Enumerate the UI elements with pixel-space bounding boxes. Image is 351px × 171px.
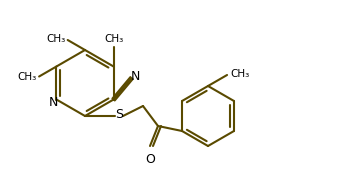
Text: N: N — [49, 96, 58, 109]
Text: O: O — [145, 153, 155, 166]
Text: CH₃: CH₃ — [230, 69, 249, 79]
Text: N: N — [131, 70, 140, 83]
Text: CH₃: CH₃ — [104, 35, 123, 44]
Text: CH₃: CH₃ — [46, 34, 66, 44]
Text: CH₃: CH₃ — [18, 73, 37, 82]
Text: S: S — [115, 109, 123, 122]
